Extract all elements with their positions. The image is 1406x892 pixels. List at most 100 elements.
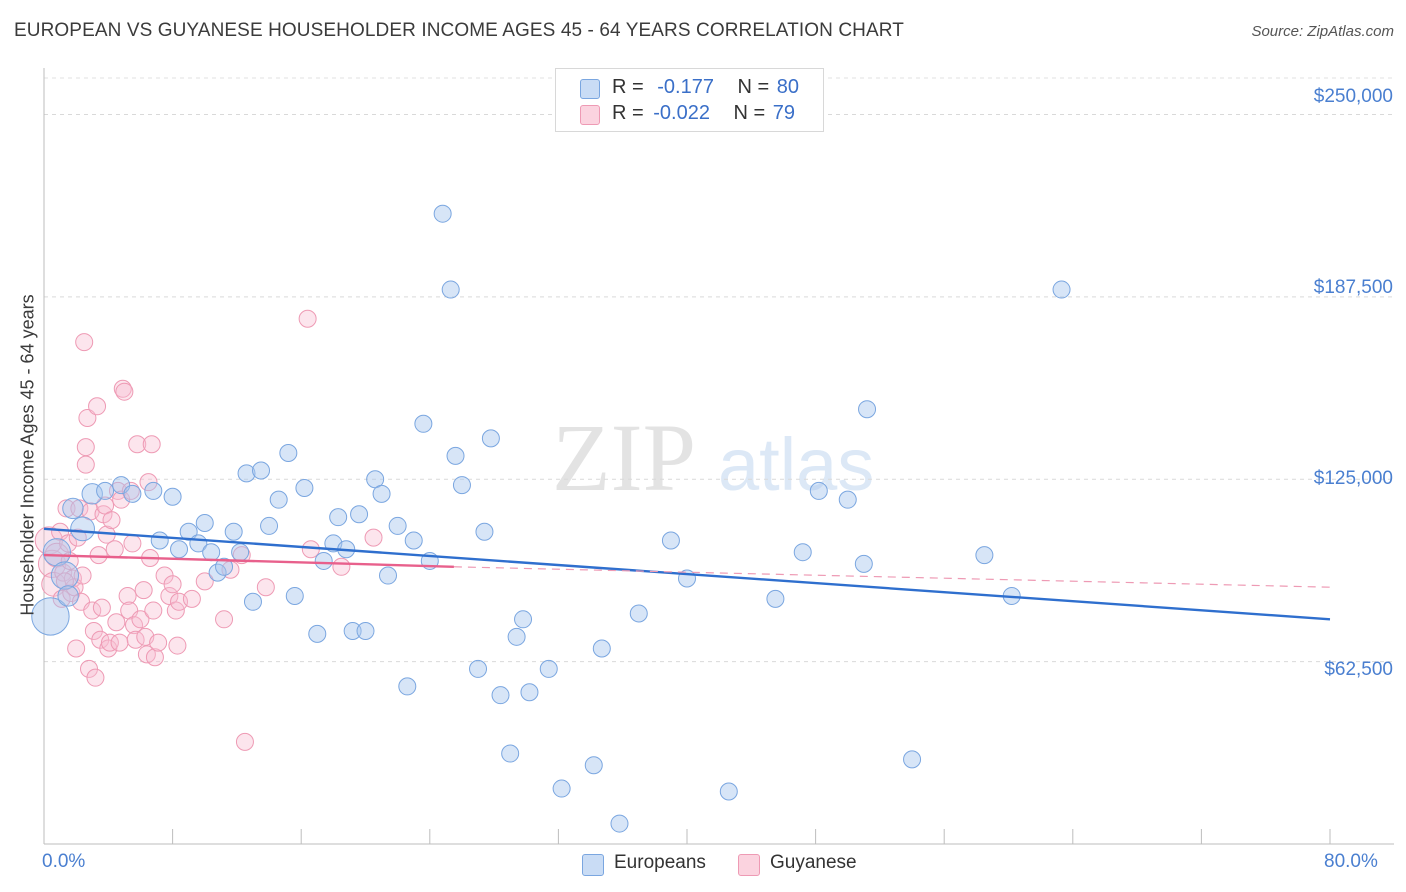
european-point xyxy=(31,597,70,636)
european-point xyxy=(584,756,603,775)
guyanese-point xyxy=(298,309,317,328)
european-point xyxy=(539,659,558,678)
legend-n-value: 80 xyxy=(776,76,800,98)
european-point xyxy=(661,531,680,550)
axes xyxy=(43,68,1394,845)
european-point xyxy=(343,621,362,640)
legend-n-value: 79 xyxy=(772,102,796,124)
european-point xyxy=(766,589,785,608)
source-label: Source: ZipAtlas.com xyxy=(1251,23,1394,40)
legend-n-label: N = xyxy=(733,102,766,124)
european-point xyxy=(215,557,234,576)
european-point xyxy=(42,538,71,567)
european-point xyxy=(469,659,488,678)
european-point xyxy=(452,476,471,495)
guyanese-point xyxy=(52,589,71,608)
european-point xyxy=(838,490,857,509)
european-point xyxy=(491,686,510,705)
guyanese-point xyxy=(139,473,158,492)
guyanese-point xyxy=(121,481,140,500)
european-point xyxy=(70,516,95,542)
european-point xyxy=(269,490,288,509)
guyanese-point xyxy=(92,598,111,617)
guyanese-point xyxy=(76,438,95,457)
european-point xyxy=(62,497,84,520)
guyanese-point xyxy=(182,589,201,608)
y-tick-187500: $187,500 xyxy=(1313,277,1393,298)
european-point xyxy=(441,280,460,299)
european-point xyxy=(379,566,398,585)
guyanese-point xyxy=(107,613,126,632)
guyanese-point xyxy=(68,528,87,547)
european-point xyxy=(481,429,500,448)
guyanese-point xyxy=(59,534,78,553)
european-point xyxy=(150,531,169,550)
european-point xyxy=(252,461,271,480)
gridlines xyxy=(44,77,1394,663)
legend-r-value: -0.022 xyxy=(653,102,710,124)
europeans-legend-swatch xyxy=(582,854,604,876)
european-point xyxy=(231,543,250,562)
european-point xyxy=(237,464,256,483)
european-point xyxy=(202,543,221,562)
european-point xyxy=(719,782,738,801)
european-point xyxy=(404,531,423,550)
guyanese-point xyxy=(235,732,254,751)
european-point xyxy=(854,554,873,573)
european-point xyxy=(552,779,571,798)
guyanese-point xyxy=(149,633,168,652)
european-point xyxy=(388,516,407,535)
legend-n-label: N = xyxy=(737,76,770,98)
guyanese-trend-line xyxy=(43,553,454,568)
guyanese-point xyxy=(145,648,164,667)
european-point xyxy=(57,585,79,607)
trend-lines xyxy=(43,527,1331,621)
european-point xyxy=(975,546,994,565)
european-point xyxy=(610,814,629,833)
european-point xyxy=(170,540,189,559)
guyanese-point xyxy=(163,575,182,594)
guyanese-point xyxy=(134,581,153,600)
european-point xyxy=(903,750,922,769)
guyanese-point xyxy=(115,382,134,401)
guyanese-point xyxy=(168,636,187,655)
european-point xyxy=(372,484,391,503)
guyanese-point xyxy=(256,578,275,597)
y-tick-62500: $62,500 xyxy=(1324,659,1393,680)
guyanese-trend-extension xyxy=(453,566,1331,588)
guyanese-point xyxy=(144,601,163,620)
guyanese-point xyxy=(76,455,95,474)
european-point xyxy=(592,639,611,658)
guyanese-point xyxy=(332,557,351,576)
guyanese-legend-swatch xyxy=(738,854,760,876)
guyanese-point xyxy=(113,379,132,398)
y-tick-125000: $125,000 xyxy=(1313,468,1393,489)
guyanese-point xyxy=(232,546,251,565)
european-point xyxy=(433,204,452,223)
guyanese-point xyxy=(215,610,234,629)
european-point xyxy=(398,677,417,696)
guyanese-point xyxy=(100,633,119,652)
guyanese-legend-label: Guyanese xyxy=(770,852,857,873)
stats-legend: R = -0.177 N = 80 R = -0.022 N = 79 xyxy=(555,68,824,132)
european-point xyxy=(793,543,812,562)
european-point xyxy=(501,744,520,763)
european-point xyxy=(314,551,333,570)
european-point xyxy=(179,522,198,541)
european-point xyxy=(629,604,648,623)
european-point xyxy=(475,522,494,541)
europeans-points xyxy=(31,204,1071,833)
guyanese-point xyxy=(123,534,142,553)
guyanese-point xyxy=(88,397,107,416)
european-point xyxy=(285,586,304,605)
european-point xyxy=(50,561,79,590)
x-tick-max: 80.0% xyxy=(1324,851,1378,872)
watermark-atlas: atlas xyxy=(718,423,874,506)
european-point xyxy=(414,414,433,433)
legend-r-label: R = xyxy=(612,102,644,124)
european-point xyxy=(260,516,279,535)
europeans-legend-label: Europeans xyxy=(614,852,706,873)
guyanese-point xyxy=(78,408,97,427)
guyanese-point xyxy=(102,511,121,530)
